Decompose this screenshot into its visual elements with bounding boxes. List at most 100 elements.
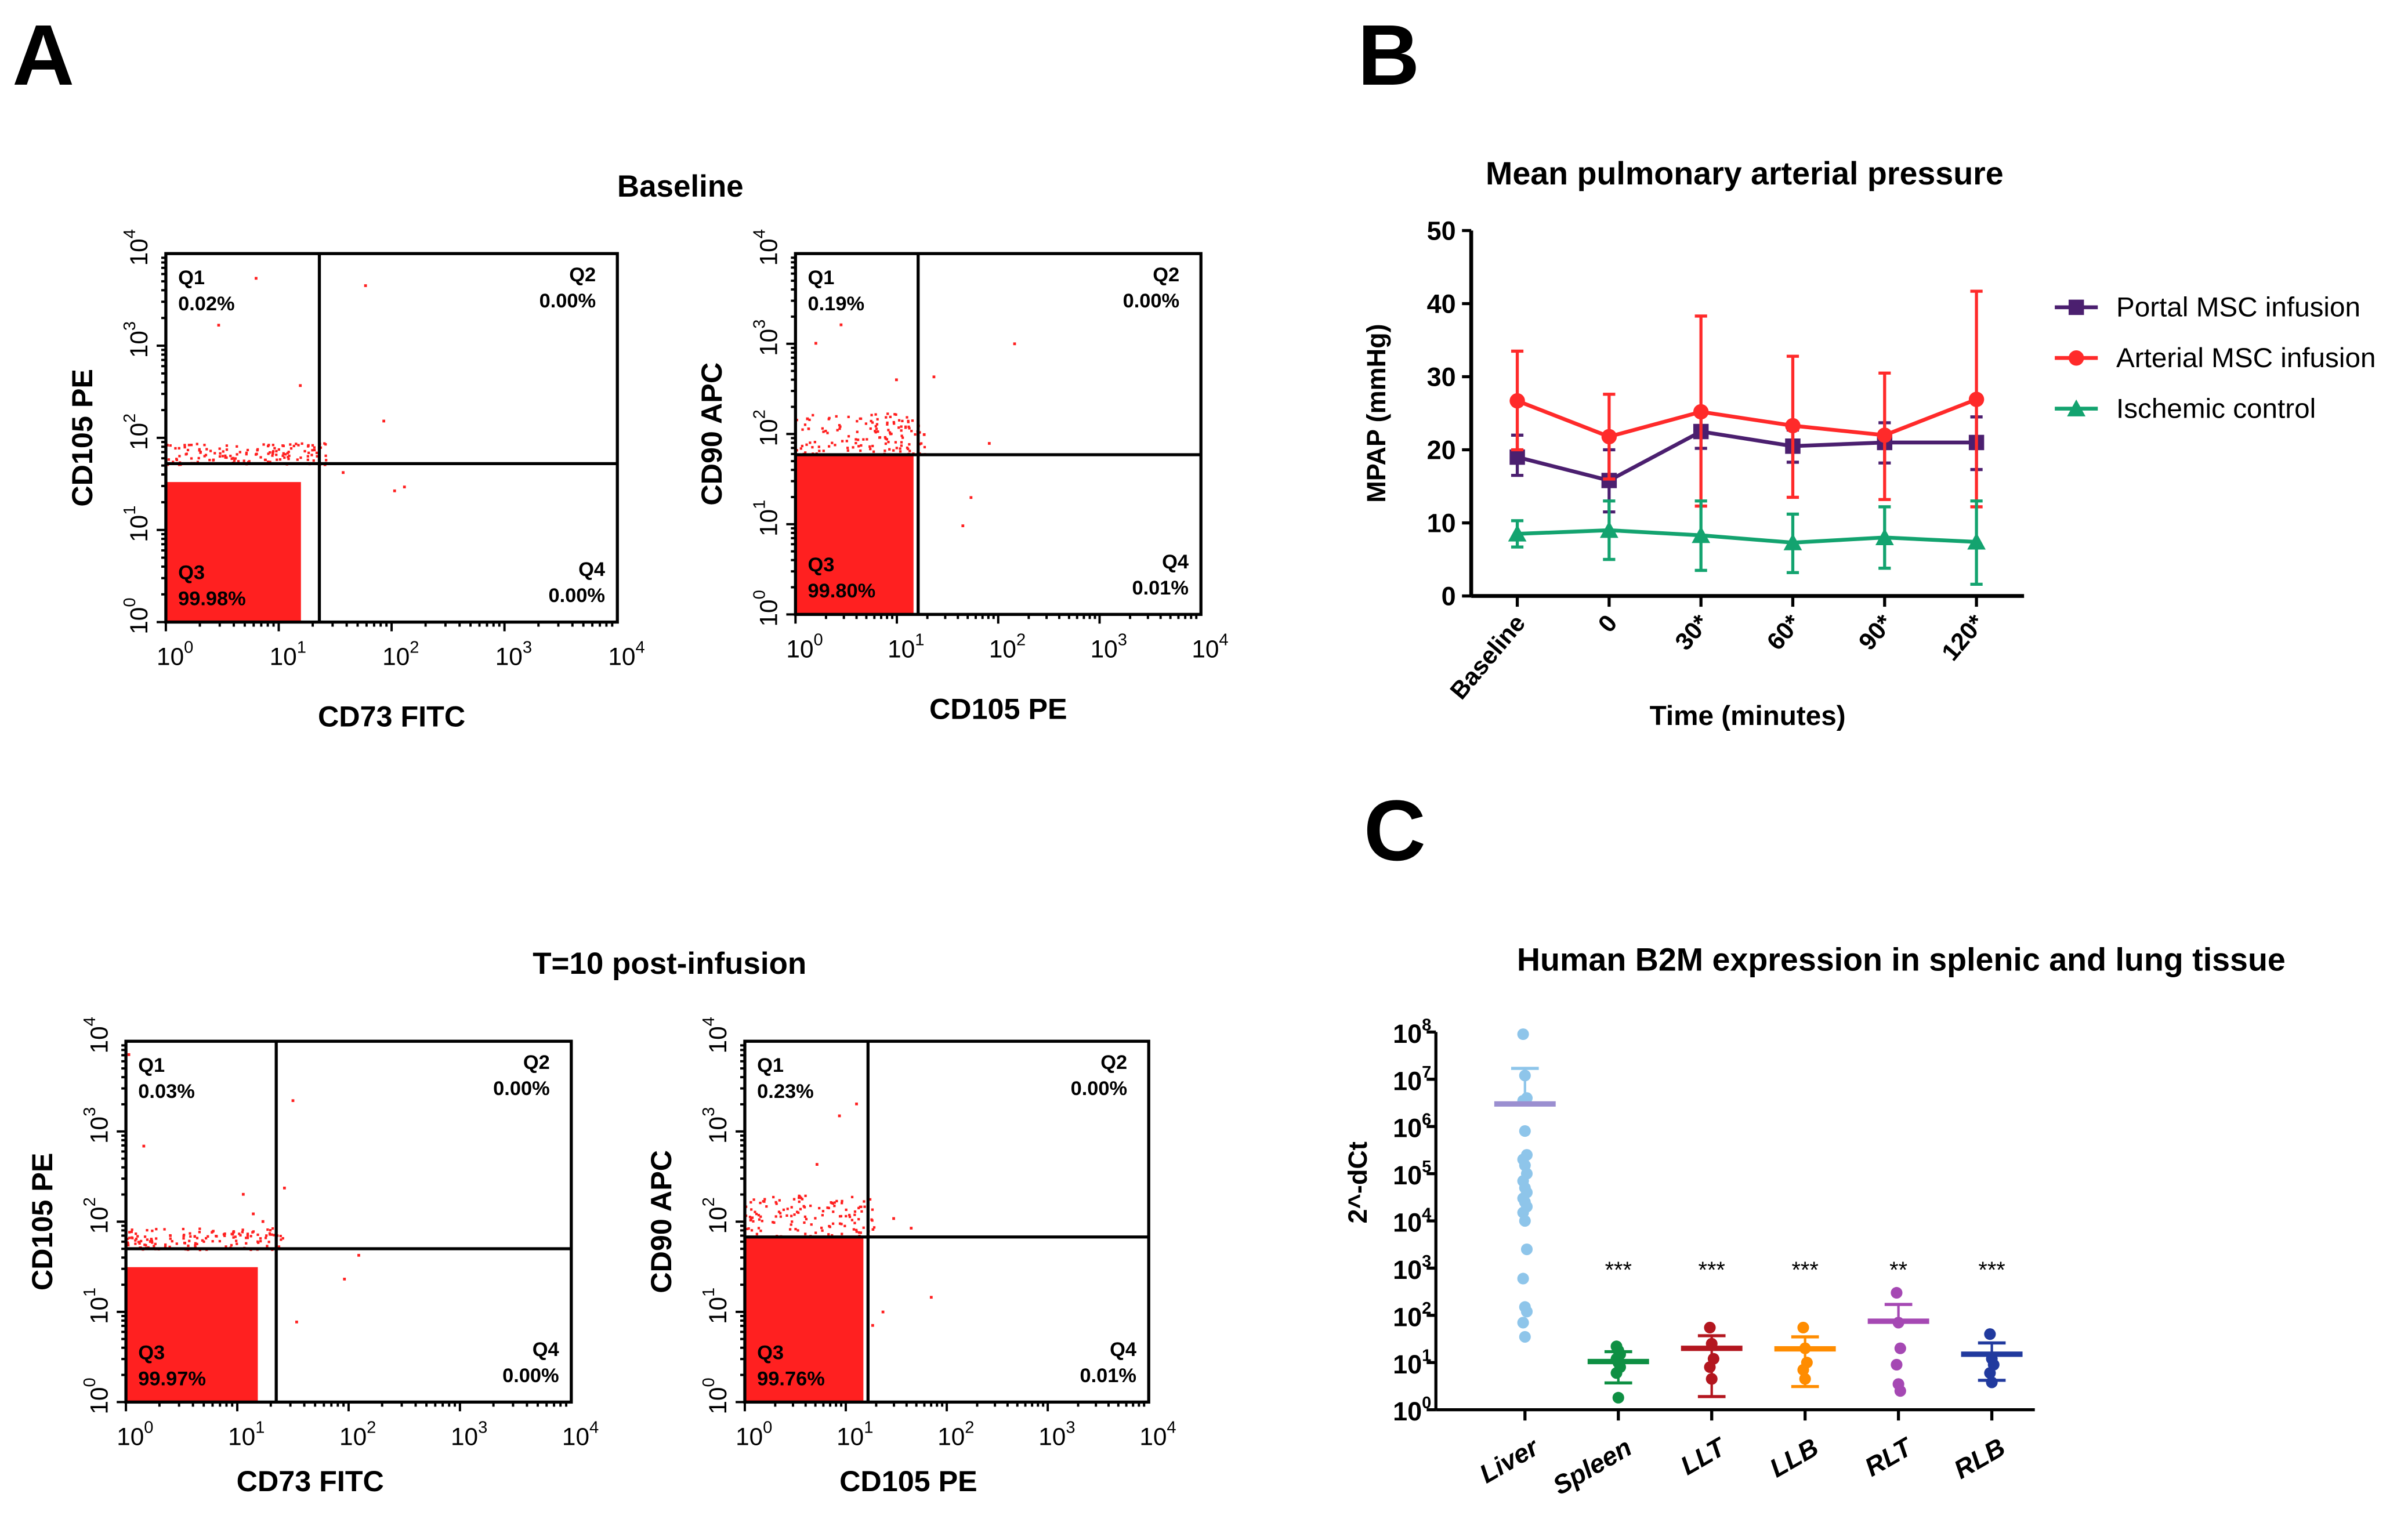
event-dot — [264, 1237, 267, 1239]
exponent: 4 — [700, 1017, 718, 1026]
exponent: 1 — [255, 1418, 265, 1437]
event-dot — [908, 449, 911, 452]
event-dot — [151, 1230, 154, 1232]
event-dot — [266, 461, 270, 463]
event-dot — [150, 1238, 153, 1241]
event-dot — [801, 444, 803, 448]
event-dot — [256, 1233, 259, 1237]
event-dot — [196, 461, 199, 463]
quadrant-percent: 0.23% — [757, 1081, 814, 1103]
quadrant-name: Q3 — [808, 554, 834, 576]
event-dot — [252, 1230, 255, 1233]
event-dot — [765, 1205, 768, 1208]
event-dot — [208, 459, 211, 462]
y-tick-label: 102 — [81, 1197, 113, 1234]
event-dot — [284, 453, 287, 456]
group-spleen: Spleen *** — [1548, 1257, 1649, 1500]
event-dot — [828, 445, 831, 448]
x-tick-label: 103 — [495, 639, 532, 670]
exponent: 0 — [81, 1377, 99, 1387]
event-dot — [306, 455, 309, 458]
event-dot — [249, 1235, 252, 1238]
event-dot — [759, 1215, 762, 1218]
event-dot — [189, 1232, 191, 1235]
series-ischemic-control: Ischemic control — [1508, 393, 2316, 586]
event-dot — [857, 1217, 860, 1221]
event-dot — [910, 1227, 913, 1230]
data-point — [1519, 1125, 1531, 1137]
data-point — [1610, 1367, 1623, 1379]
event-dot — [163, 1228, 166, 1231]
event-dot — [403, 485, 406, 488]
event-dot — [748, 1216, 752, 1219]
x-tick-label: 30* — [1670, 609, 1714, 655]
event-dot — [259, 1237, 262, 1240]
panel-label-a: A — [12, 8, 74, 103]
event-dot — [831, 441, 834, 444]
event-dot — [164, 1245, 167, 1248]
event-dot — [259, 1239, 262, 1243]
y-tick-label: 50 — [1427, 216, 1456, 245]
flow-title-t10: T=10 post-infusion — [533, 947, 806, 981]
event-dot — [907, 419, 910, 422]
event-dot — [259, 456, 262, 459]
data-point — [1517, 1273, 1529, 1285]
event-dot — [843, 1224, 846, 1227]
event-dot — [194, 1246, 197, 1249]
event-dot — [234, 457, 237, 460]
y-tick-label: 104 — [750, 229, 782, 266]
event-dot — [853, 1210, 857, 1213]
quadrant-name: Q4 — [578, 559, 605, 581]
event-dot — [190, 457, 193, 460]
event-dot — [785, 1214, 788, 1217]
event-dot — [854, 438, 857, 441]
event-dot — [144, 1244, 147, 1247]
event-dot — [853, 1221, 856, 1224]
event-dot — [199, 451, 202, 454]
event-dot — [218, 447, 221, 450]
event-dot — [818, 449, 821, 452]
event-dot — [814, 1217, 817, 1220]
data-point — [1783, 533, 1802, 550]
event-dot — [892, 422, 896, 425]
event-dot — [828, 416, 831, 419]
quadrant-name: Q2 — [1153, 264, 1179, 286]
event-dot — [908, 427, 911, 430]
event-dot — [845, 440, 848, 443]
series-line — [1516, 429, 1977, 483]
event-dot — [897, 426, 900, 429]
data-point — [1875, 528, 1894, 545]
event-dot — [241, 1192, 245, 1196]
quadrant-percent: 0.02% — [178, 293, 235, 315]
data-point — [1797, 1321, 1809, 1334]
event-dot — [134, 1242, 137, 1245]
event-dot — [907, 447, 910, 451]
event-dot — [325, 459, 328, 462]
event-dot — [870, 419, 872, 423]
event-dot — [146, 1238, 149, 1241]
x-tick-label: 120* — [1936, 609, 1990, 665]
y-tick-label: 104 — [1393, 1205, 1432, 1237]
exponent: 0 — [700, 1377, 718, 1387]
x-tick-label: 102 — [937, 1418, 974, 1450]
event-dot — [225, 448, 229, 451]
y-tick-label: 100 — [121, 597, 153, 634]
event-dot — [277, 1245, 281, 1248]
event-dot — [195, 1242, 198, 1246]
event-dot — [276, 458, 278, 461]
event-dot — [803, 1215, 807, 1218]
event-dot — [847, 415, 850, 418]
data-point — [1612, 1391, 1624, 1404]
event-dot — [757, 1214, 761, 1217]
event-dot — [761, 1220, 763, 1223]
event-dot — [241, 1228, 244, 1231]
x-axis-label: CD73 FITC — [237, 1464, 384, 1498]
exponent: 4 — [1219, 630, 1228, 649]
x-tick-label: 102 — [339, 1418, 376, 1450]
event-dot — [910, 430, 913, 433]
event-dot — [312, 459, 315, 462]
event-dot — [892, 420, 895, 424]
exponent: 2 — [410, 639, 419, 657]
quadrant-name: Q1 — [178, 267, 205, 289]
event-dot — [262, 443, 265, 446]
